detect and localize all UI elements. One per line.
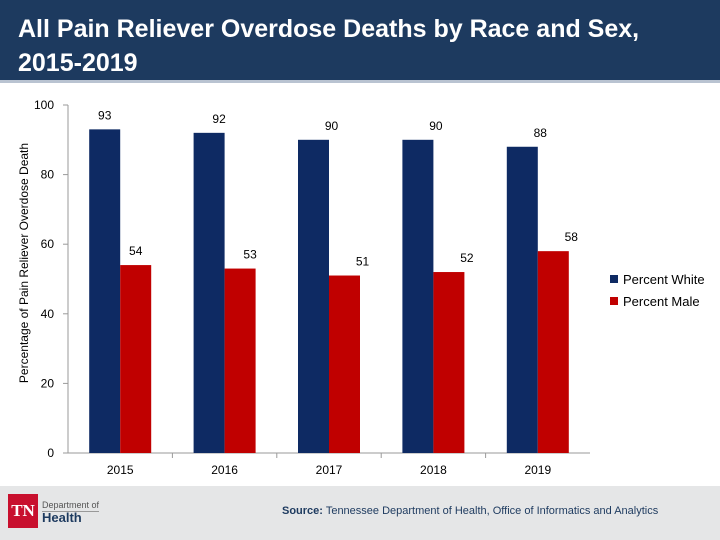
tn-department-of-health-logo: TN Department of Health xyxy=(8,494,100,528)
legend-item-white: Percent White xyxy=(610,268,705,290)
bar-percent-male xyxy=(329,275,360,453)
bar-percent-white xyxy=(298,139,329,454)
bar-percent-male xyxy=(224,268,256,453)
header-divider xyxy=(0,80,720,83)
y-tick-label: 100 xyxy=(34,98,54,112)
x-tick-label: 2015 xyxy=(107,463,134,477)
y-tick-label: 60 xyxy=(41,237,55,251)
bar-percent-white xyxy=(193,132,225,453)
bar-percent-white xyxy=(402,139,434,454)
logo-text: Department of Health xyxy=(42,499,100,524)
bar-percent-male xyxy=(537,251,569,453)
y-tick-label: 0 xyxy=(47,446,54,460)
tn-logo-mark: TN xyxy=(8,494,38,528)
source-text: Tennessee Department of Health, Office o… xyxy=(322,505,659,517)
legend-label-male: Percent Male xyxy=(623,293,700,309)
data-label-white: 93 xyxy=(98,108,112,122)
y-tick-label: 80 xyxy=(41,168,55,182)
data-label-male: 53 xyxy=(243,248,257,262)
data-label-male: 51 xyxy=(356,255,370,269)
legend-swatch-white xyxy=(610,275,618,283)
data-label-white: 90 xyxy=(429,119,443,133)
legend-label-white: Percent White xyxy=(623,271,705,287)
y-tick-label: 20 xyxy=(41,376,55,390)
bar-chart: 0 20 40 60 80 100 2015 93 54 2016 92 53 2017 90 51 2018… xyxy=(34,98,590,477)
x-tick-label: 2018 xyxy=(420,463,447,477)
data-label-white: 90 xyxy=(325,119,339,133)
bar-percent-white xyxy=(506,146,538,453)
source-label: Source: xyxy=(282,505,323,517)
data-label-white: 88 xyxy=(534,126,548,140)
x-tick-label: 2017 xyxy=(316,463,343,477)
data-label-male: 52 xyxy=(460,251,474,265)
footer-bar xyxy=(0,486,720,540)
data-label-male: 54 xyxy=(129,244,143,258)
bar-percent-male xyxy=(120,265,152,453)
header-banner: All Pain Reliever Overdose Deaths by Rac… xyxy=(0,0,720,80)
data-label-white: 92 xyxy=(212,112,226,126)
bar-percent-white xyxy=(89,129,121,454)
bar-percent-male xyxy=(433,272,465,453)
source-note: Source: Tennessee Department of Health, … xyxy=(282,505,658,517)
page-title: All Pain Reliever Overdose Deaths by Rac… xyxy=(18,15,640,77)
y-tick-label: 40 xyxy=(41,307,55,321)
logo-line-2: Health xyxy=(42,510,100,524)
legend-swatch-male xyxy=(610,297,618,305)
legend-item-male: Percent Male xyxy=(610,290,705,312)
data-label-male: 58 xyxy=(565,230,579,244)
chart-legend: Percent White Percent Male xyxy=(610,268,705,312)
logo-line-1: Department of xyxy=(42,499,100,510)
x-tick-label: 2019 xyxy=(524,463,551,477)
x-tick-label: 2016 xyxy=(211,463,238,477)
